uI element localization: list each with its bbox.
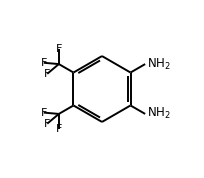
Text: F: F (56, 44, 62, 54)
Text: NH$_2$: NH$_2$ (147, 106, 170, 121)
Text: F: F (41, 108, 47, 118)
Text: F: F (41, 58, 47, 68)
Text: F: F (56, 124, 62, 134)
Text: NH$_2$: NH$_2$ (147, 57, 170, 72)
Text: F: F (44, 69, 50, 79)
Text: F: F (44, 119, 50, 129)
